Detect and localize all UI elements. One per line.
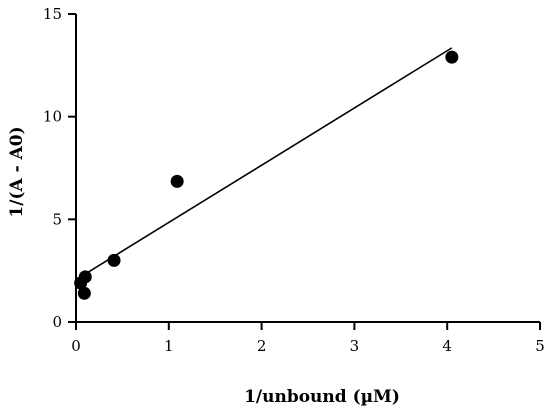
y-axis-title: 1/(A - A0) xyxy=(7,126,27,217)
data-point xyxy=(78,270,92,284)
x-tick-label: 5 xyxy=(535,337,545,355)
y-axis-ticks: 0 5 10 15 xyxy=(43,5,76,331)
data-point xyxy=(77,286,91,300)
data-point xyxy=(107,253,121,267)
y-tick-label: 10 xyxy=(43,108,62,126)
x-tick-label: 1 xyxy=(164,337,174,355)
y-tick-label: 0 xyxy=(52,313,62,331)
y-tick-label: 15 xyxy=(43,5,62,23)
x-axis-title: 1/unbound (µM) xyxy=(244,387,400,407)
data-point xyxy=(170,174,184,188)
x-tick-label: 3 xyxy=(350,337,360,355)
y-tick-label: 5 xyxy=(52,210,62,228)
x-axis-ticks: 0 1 2 3 4 5 xyxy=(71,322,545,355)
x-tick-label: 4 xyxy=(442,337,452,355)
regression-line xyxy=(80,47,453,278)
x-tick-label: 0 xyxy=(71,337,81,355)
x-tick-label: 2 xyxy=(257,337,267,355)
data-points xyxy=(74,50,459,300)
data-point xyxy=(445,50,459,64)
